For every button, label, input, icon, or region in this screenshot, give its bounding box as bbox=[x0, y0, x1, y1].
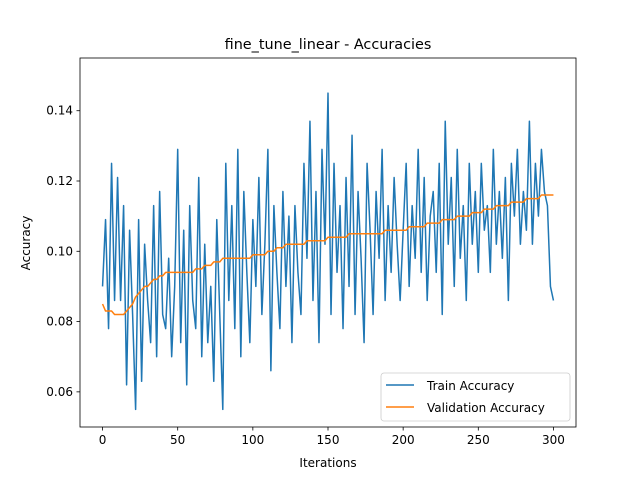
chart-title: fine_tune_linear - Accuracies bbox=[225, 37, 432, 53]
train-accuracy-line bbox=[101, 92, 555, 411]
legend-box bbox=[380, 372, 571, 422]
y-tick-label: 0.14 bbox=[46, 104, 73, 118]
x-tick-label: 200 bbox=[392, 433, 415, 447]
x-tick-label: 150 bbox=[317, 433, 340, 447]
y-tick-label: 0.06 bbox=[46, 385, 73, 399]
legend: Train Accuracy Validation Accuracy bbox=[380, 372, 571, 422]
x-axis: 0 50 100 150 200 250 300 bbox=[99, 427, 565, 447]
x-tick-label: 0 bbox=[99, 433, 107, 447]
plot-area bbox=[101, 92, 555, 411]
x-tick-label: 250 bbox=[467, 433, 490, 447]
x-axis-title: Iterations bbox=[299, 456, 356, 470]
x-tick-label: 100 bbox=[241, 433, 264, 447]
x-tick-label: 50 bbox=[170, 433, 185, 447]
y-tick-label: 0.12 bbox=[46, 174, 73, 188]
x-tick-label: 300 bbox=[542, 433, 565, 447]
y-axis-title: Accuracy bbox=[19, 216, 33, 271]
legend-label-validation: Validation Accuracy bbox=[427, 401, 545, 415]
y-tick-label: 0.08 bbox=[46, 315, 73, 329]
legend-label-train: Train Accuracy bbox=[426, 379, 514, 393]
validation-accuracy-line bbox=[101, 194, 554, 316]
y-tick-label: 0.10 bbox=[46, 244, 73, 258]
y-axis: 0.06 0.08 0.10 0.12 0.14 bbox=[46, 104, 80, 399]
